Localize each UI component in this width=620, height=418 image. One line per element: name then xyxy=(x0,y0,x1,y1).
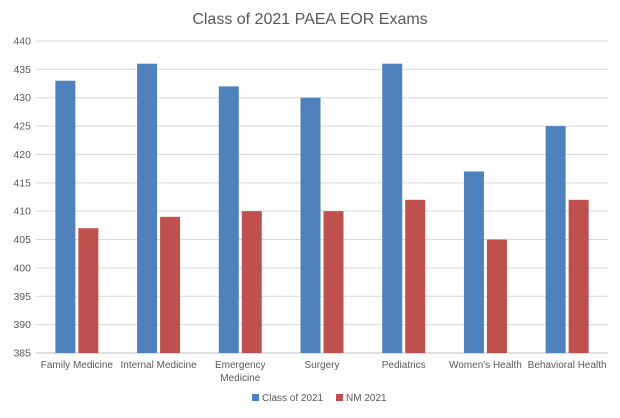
y-tick-label: 395 xyxy=(13,291,31,303)
x-category-label: Family Medicine xyxy=(41,360,114,371)
x-category-label: Behavioral Health xyxy=(528,360,607,371)
bar-class-of-2021 xyxy=(55,80,76,353)
bar-class-of-2021 xyxy=(545,126,566,353)
x-axis: Family Medicine Internal Medicine Emergenc… xyxy=(41,360,607,384)
y-tick-label: 420 xyxy=(13,149,31,161)
legend-swatch xyxy=(336,394,343,401)
y-tick-label: 405 xyxy=(13,234,31,246)
y-tick-label: 385 xyxy=(13,348,31,360)
x-category-label: Internal Medicine xyxy=(120,360,197,371)
y-tick-label: 440 xyxy=(13,36,31,48)
x-category-label: Emergency Medicine xyxy=(215,360,266,384)
legend-label: Class of 2021 xyxy=(262,393,324,404)
y-tick-label: 400 xyxy=(13,262,31,274)
bar-class-of-2021 xyxy=(300,97,321,354)
bar-nm-2021 xyxy=(568,199,589,353)
bar-nm-2021 xyxy=(486,239,507,353)
y-tick-label: 410 xyxy=(13,206,31,218)
y-tick-label: 430 xyxy=(13,92,31,104)
y-tick-label: 435 xyxy=(13,64,31,76)
legend-label: NM 2021 xyxy=(346,393,387,404)
bar-class-of-2021 xyxy=(218,86,239,353)
bar-class-of-2021 xyxy=(463,171,484,353)
bar-class-of-2021 xyxy=(137,63,158,353)
legend-swatch xyxy=(252,394,259,401)
chart-title: Class of 2021 PAEA EOR Exams xyxy=(192,11,427,28)
legend: Class of 2021 NM 2021 xyxy=(252,393,387,404)
x-category-label: Surgery xyxy=(304,360,339,371)
y-tick-label: 415 xyxy=(13,177,31,189)
bar-nm-2021 xyxy=(405,199,426,353)
y-axis: 385 390 395 400 405 410 415 420 425 430 435 440 xyxy=(13,36,31,360)
y-tick-label: 390 xyxy=(13,319,31,331)
x-category-label: Pediatrics xyxy=(382,360,426,371)
bar-nm-2021 xyxy=(241,211,262,353)
gridlines xyxy=(36,40,608,354)
bar-nm-2021 xyxy=(160,216,181,353)
y-tick-label: 425 xyxy=(13,121,31,133)
bars xyxy=(55,63,589,354)
bar-nm-2021 xyxy=(78,228,99,353)
bar-class-of-2021 xyxy=(382,63,403,353)
bar-nm-2021 xyxy=(323,211,344,353)
x-category-label: Women's Health xyxy=(449,360,522,371)
